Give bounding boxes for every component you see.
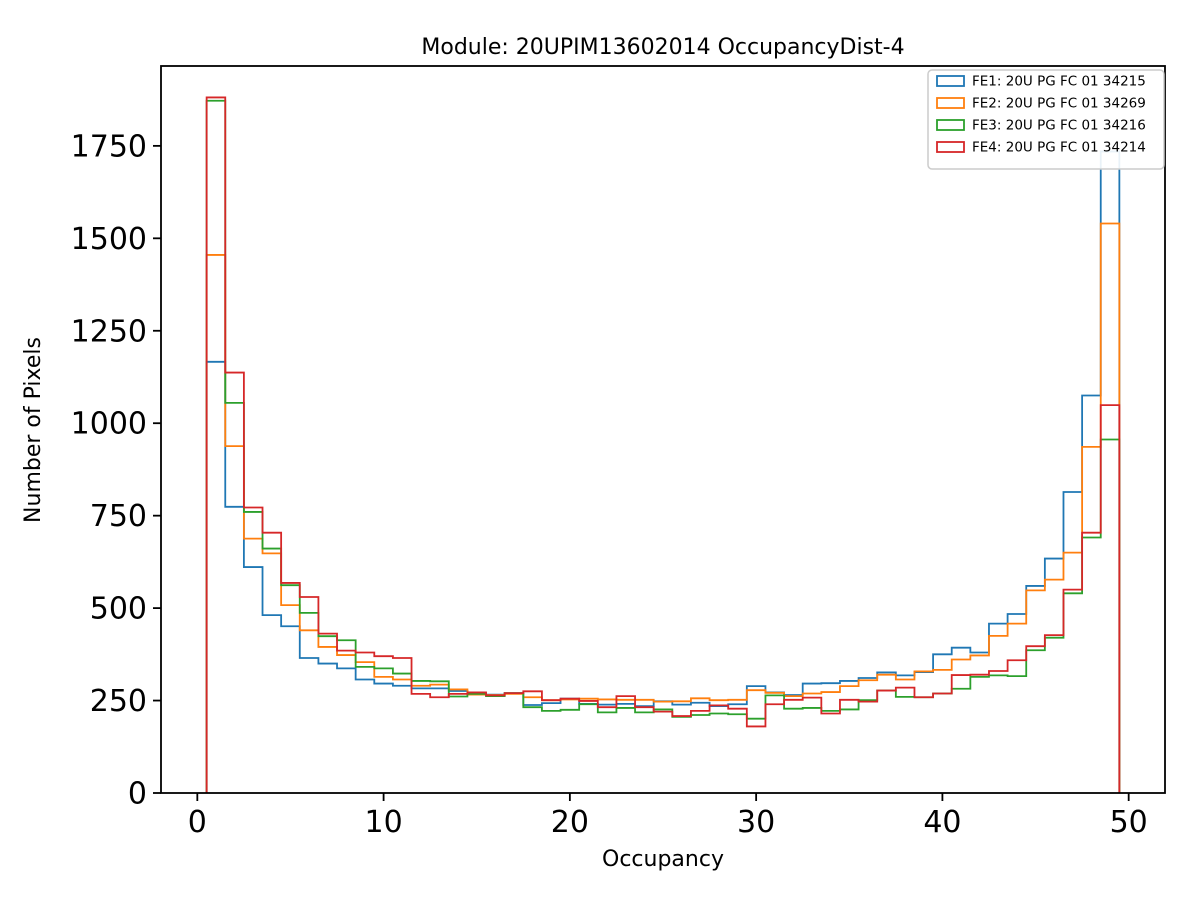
legend-swatch-4 [936, 141, 965, 153]
x-tick-label: 20 [551, 805, 589, 840]
legend-label-1: FE1: 20U PG FC 01 34215 [972, 74, 1146, 90]
x-tick-label: 40 [923, 805, 961, 840]
x-axis-ticks: 0 10 20 30 40 50 [188, 793, 1148, 840]
legend-label-3: FE3: 20U PG FC 01 34216 [972, 118, 1146, 134]
legend: FE1: 20U PG FC 01 34215 FE2: 20U PG FC 01… [927, 69, 1165, 170]
y-tick-label: 1000 [71, 407, 147, 442]
legend-label-4: FE4: 20U PG FC 01 34214 [972, 140, 1146, 156]
chart-title: Module: 20UPIM13602014 OccupancyDist-4 [421, 35, 904, 60]
x-tick-label: 10 [364, 805, 402, 840]
y-tick-label: 1750 [71, 129, 147, 164]
legend-label-2: FE2: 20U PG FC 01 34269 [972, 96, 1146, 112]
series-step-4 [205, 96, 1121, 793]
y-tick-label: 1250 [71, 314, 147, 349]
legend-swatch-3 [936, 119, 965, 131]
legend-swatch-1 [936, 75, 965, 87]
series-group [205, 96, 1121, 793]
axes-frame [160, 65, 1166, 794]
x-tick-label: 0 [188, 805, 207, 840]
y-axis-label: Number of Pixels [21, 337, 46, 523]
y-axis-ticks: 0 250 500 750 1000 1250 1500 1750 [71, 129, 161, 812]
y-tick-label: 250 [90, 684, 147, 719]
legend-frame [927, 69, 1165, 170]
legend-swatch-2 [936, 97, 965, 109]
y-tick-label: 500 [90, 592, 147, 627]
x-tick-label: 30 [737, 805, 775, 840]
x-axis-label: Occupancy [602, 847, 724, 872]
y-tick-label: 1500 [71, 222, 147, 257]
series-step-3 [205, 99, 1121, 793]
x-tick-label: 50 [1110, 805, 1148, 840]
y-tick-label: 0 [128, 777, 147, 812]
plot-area [161, 66, 1165, 793]
y-tick-label: 750 [90, 499, 147, 534]
